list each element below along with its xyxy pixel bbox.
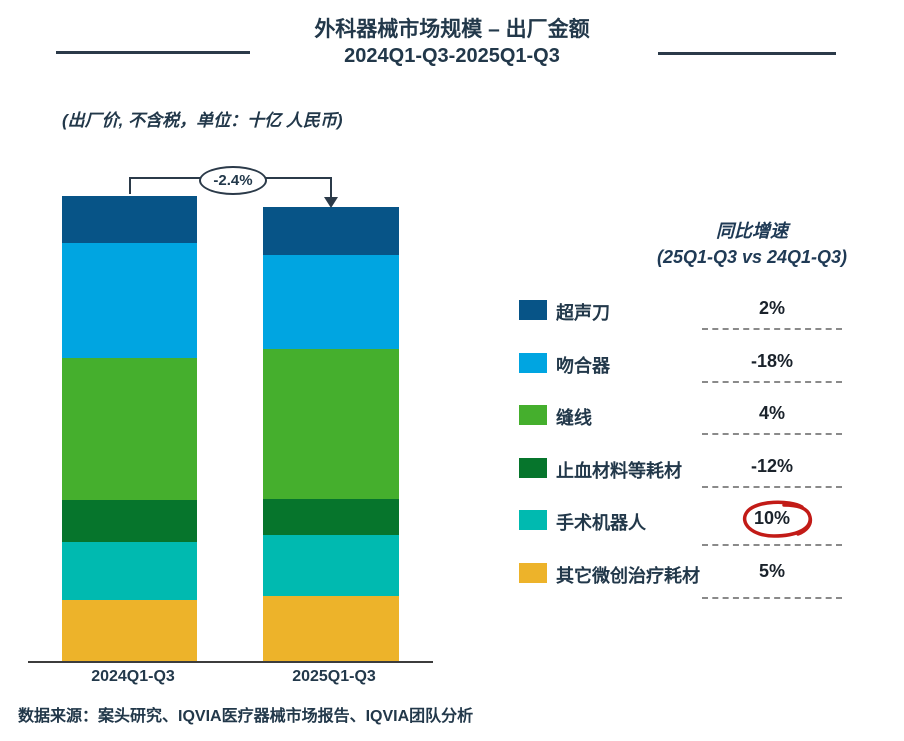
bar-segment-缝线-2024Q1-Q3 <box>62 358 197 500</box>
bracket-right-line <box>330 177 332 198</box>
legend-row-其它微创治疗耗材: 其它微创治疗耗材 5% <box>519 561 904 586</box>
bar-segment-止血材料等耗材-2025Q1-Q3 <box>263 499 399 535</box>
legend-swatch-手术机器人 <box>519 510 547 531</box>
yoy-value-吻合器: -18% <box>750 350 794 371</box>
legend-panel: 同比增速 (25Q1-Q3 vs 24Q1-Q3) 超声刀 2% 吻合器 -18% 缝线… <box>519 218 904 618</box>
legend-swatch-其它微创治疗耗材 <box>519 563 547 583</box>
legend-divider <box>702 485 842 488</box>
yoy-value-超声刀: 2% <box>758 298 785 318</box>
legend-header-line-2: (25Q1-Q3 vs 24Q1-Q3) <box>656 247 848 267</box>
legend-row-吻合器: 吻合器 -18% <box>519 350 904 376</box>
legend-swatch-缝线 <box>519 405 547 426</box>
legend-divider <box>702 433 842 436</box>
legend-divider <box>702 597 842 599</box>
title-rule-left <box>56 51 250 54</box>
legend-swatch-止血材料等耗材 <box>519 457 547 478</box>
bracket-left-tick <box>129 177 131 194</box>
page-title: 外科器械市场规模 – 出厂金额 2024Q1-Q3-2025Q1-Q3 <box>0 16 904 69</box>
legend-divider <box>702 544 842 547</box>
legend-label-超声刀: 超声刀 <box>556 303 610 323</box>
legend-row-手术机器人: 手术机器人 10% <box>519 500 904 539</box>
legend-divider <box>702 380 842 383</box>
bar-segment-缝线-2025Q1-Q3 <box>263 349 399 499</box>
arrow-down-icon <box>324 197 338 208</box>
legend-label-其它微创治疗耗材: 其它微创治疗耗材 <box>556 566 700 586</box>
legend-divider <box>702 328 842 330</box>
source-note: 数据来源：案头研究、IQVIA医疗器械市场报告、IQVIA团队分析 <box>18 708 474 725</box>
legend-row-超声刀: 超声刀 2% <box>519 298 904 323</box>
legend-label-缝线: 缝线 <box>556 408 592 429</box>
legend-row-缝线: 缝线 4% <box>519 403 904 429</box>
bar-segment-其它微创治疗耗材-2024Q1-Q3 <box>62 600 197 662</box>
legend-swatch-吻合器 <box>519 352 547 373</box>
legend-header-line-1: 同比增速 <box>716 221 788 241</box>
title-rule-right <box>658 52 836 55</box>
bar-2025Q1-Q3 <box>263 207 399 662</box>
title-line-1: 外科器械市场规模 – 出厂金额 <box>314 18 590 41</box>
yoy-value-手术机器人: 10% <box>753 508 791 529</box>
bar-segment-其它微创治疗耗材-2025Q1-Q3 <box>263 596 399 662</box>
bar-segment-手术机器人-2025Q1-Q3 <box>263 535 399 596</box>
bar-segment-吻合器-2024Q1-Q3 <box>62 243 197 358</box>
bar-2024Q1-Q3 <box>62 196 197 662</box>
total-change-badge: -2.4% <box>199 166 267 195</box>
legend-row-止血材料等耗材: 止血材料等耗材 -12% <box>519 455 904 481</box>
bar-segment-超声刀-2025Q1-Q3 <box>263 207 399 255</box>
yoy-value-止血材料等耗材: -12% <box>750 455 794 476</box>
bar-segment-吻合器-2025Q1-Q3 <box>263 255 399 349</box>
bar-segment-手术机器人-2024Q1-Q3 <box>62 542 197 600</box>
yoy-value-缝线: 4% <box>758 403 785 424</box>
unit-subtitle: (出厂价, 不含税，单位：十亿 人民币) <box>62 111 343 130</box>
legend-header: 同比增速 (25Q1-Q3 vs 24Q1-Q3) <box>602 218 902 270</box>
x-axis-line <box>28 661 433 663</box>
legend-swatch-超声刀 <box>519 300 547 320</box>
x-label-2025: 2025Q1-Q3 <box>292 668 376 685</box>
bar-segment-止血材料等耗材-2024Q1-Q3 <box>62 500 197 542</box>
legend-label-止血材料等耗材: 止血材料等耗材 <box>556 460 682 481</box>
yoy-value-其它微创治疗耗材: 5% <box>758 561 785 581</box>
legend-label-吻合器: 吻合器 <box>556 355 610 376</box>
x-label-2024: 2024Q1-Q3 <box>91 668 175 685</box>
legend-label-手术机器人: 手术机器人 <box>556 513 646 534</box>
title-line-2: 2024Q1-Q3-2025Q1-Q3 <box>344 45 560 68</box>
bar-segment-超声刀-2024Q1-Q3 <box>62 196 197 243</box>
